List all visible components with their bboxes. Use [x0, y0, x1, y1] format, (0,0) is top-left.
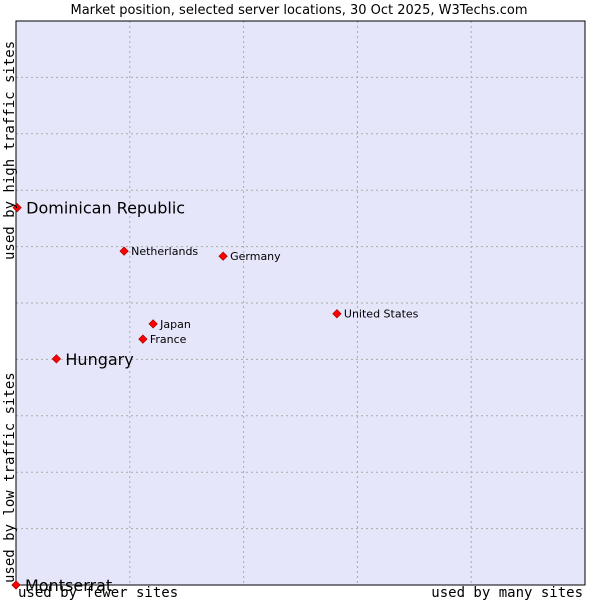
- point-montserrat: Montserrat: [11, 576, 112, 595]
- plot-area: [15, 20, 586, 586]
- point-marker: [138, 334, 148, 344]
- point-label: United States: [344, 308, 419, 321]
- data-points: Dominican Republic Hungary Montserrat Nethe…: [11, 199, 419, 595]
- point-netherlands: Netherlands: [119, 245, 198, 258]
- point-label: Germany: [230, 250, 281, 263]
- chart-title: Market position, selected server locatio…: [70, 3, 527, 18]
- plot-border: [15, 20, 586, 586]
- y-axis-label-top: used by high traffic sites: [2, 41, 18, 260]
- point-dominican-republic: Dominican Republic: [12, 199, 185, 218]
- point-marker: [332, 309, 342, 319]
- point-label: Netherlands: [131, 245, 198, 258]
- x-axis-label-right: used by many sites: [431, 585, 583, 600]
- grid-lines: [16, 21, 585, 585]
- point-france: France: [138, 333, 187, 346]
- x-axis-label-left: used by fewer sites: [18, 585, 178, 600]
- point-marker: [12, 203, 22, 213]
- point-label: Dominican Republic: [26, 199, 185, 218]
- y-axis-label-bottom: used by low traffic sites: [2, 372, 18, 583]
- point-label: Hungary: [65, 350, 133, 369]
- point-marker: [119, 246, 129, 256]
- point-germany: Germany: [218, 250, 281, 263]
- point-japan: Japan: [148, 318, 191, 331]
- point-label: Montserrat: [25, 576, 112, 595]
- point-marker: [218, 251, 228, 261]
- point-marker: [51, 354, 62, 364]
- point-united-states: United States: [332, 308, 419, 321]
- point-label: France: [150, 333, 187, 346]
- point-hungary: Hungary: [51, 350, 134, 369]
- point-marker: [148, 319, 158, 329]
- point-marker: [11, 580, 21, 590]
- point-label: Japan: [159, 318, 191, 331]
